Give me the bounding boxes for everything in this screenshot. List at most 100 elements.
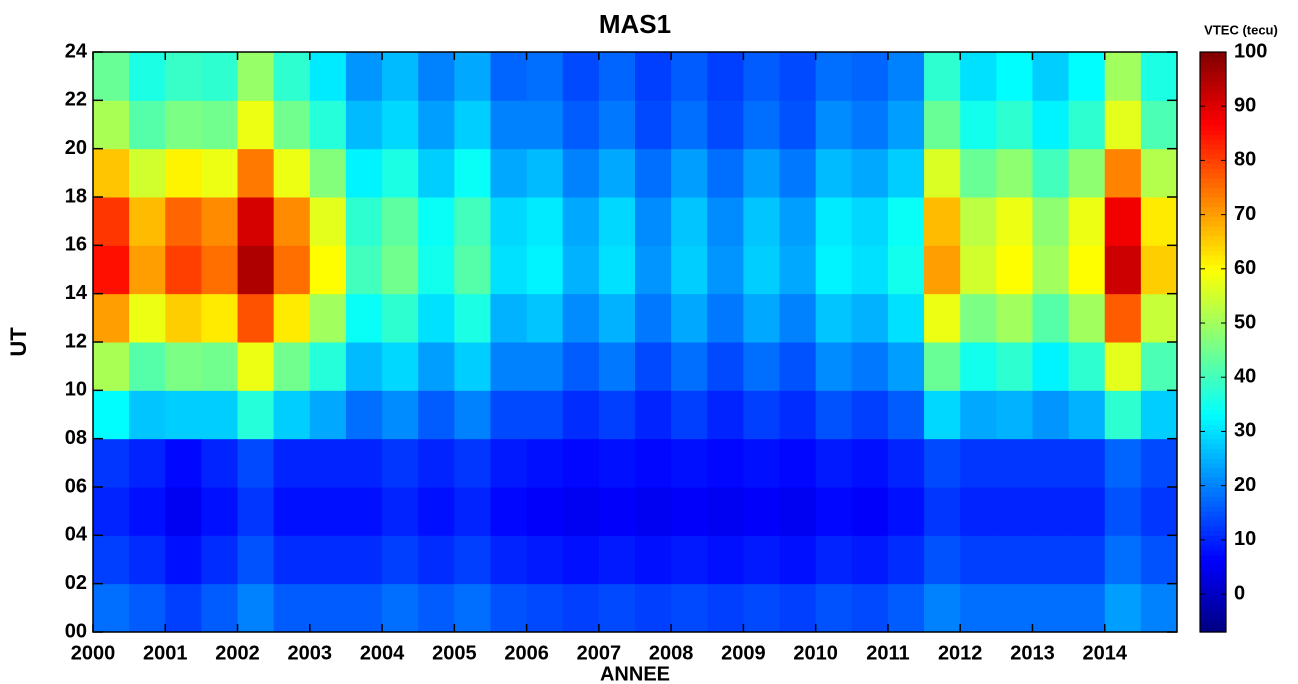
heatmap-cell bbox=[815, 148, 853, 198]
heatmap-cell bbox=[93, 438, 130, 488]
heatmap-cell bbox=[418, 52, 455, 101]
x-tick-label: 2007 bbox=[577, 642, 622, 664]
heatmap-cell bbox=[93, 390, 130, 440]
y-tick-label: 04 bbox=[65, 524, 88, 546]
heatmap-cell bbox=[743, 535, 781, 585]
x-tick-label: 2002 bbox=[215, 642, 260, 664]
heatmap-cell bbox=[1104, 293, 1142, 343]
heatmap-cell bbox=[490, 583, 528, 633]
heatmap-cell bbox=[851, 535, 889, 585]
colorbar-step bbox=[1200, 554, 1226, 561]
heatmap-cell bbox=[779, 245, 817, 295]
colorbar-step bbox=[1200, 535, 1226, 541]
heatmap-cell bbox=[887, 245, 925, 295]
heatmap-cell bbox=[237, 487, 275, 536]
heatmap-cell bbox=[598, 197, 636, 246]
colorbar-tick-label: 40 bbox=[1234, 366, 1256, 388]
heatmap-cell bbox=[598, 245, 636, 295]
heatmap-cell bbox=[1068, 245, 1106, 295]
heatmap-cell bbox=[887, 148, 925, 198]
heatmap-cell bbox=[382, 487, 419, 536]
colorbar-step bbox=[1200, 134, 1226, 140]
heatmap-cell bbox=[996, 293, 1033, 343]
colorbar-step bbox=[1200, 622, 1226, 628]
heatmap-cell bbox=[309, 535, 347, 585]
heatmap-cell bbox=[887, 342, 925, 391]
heatmap-cell bbox=[779, 390, 817, 440]
heatmap-cell bbox=[707, 148, 744, 198]
colorbar-tick-label: 60 bbox=[1234, 257, 1256, 279]
heatmap-cell bbox=[201, 245, 239, 295]
heatmap-cell bbox=[851, 100, 889, 150]
heatmap-cell bbox=[960, 148, 997, 198]
heatmap-cell bbox=[1104, 342, 1142, 391]
heatmap-cell bbox=[165, 535, 202, 585]
heatmap-cell bbox=[454, 197, 491, 246]
heatmap-cell bbox=[93, 487, 130, 536]
colorbar-step bbox=[1200, 85, 1226, 92]
colorbar-step bbox=[1200, 163, 1226, 169]
colorbar-step bbox=[1200, 530, 1226, 536]
heatmap-cell bbox=[345, 535, 383, 585]
heatmap-cell bbox=[924, 245, 961, 295]
heatmap-cell bbox=[671, 438, 708, 488]
heatmap-cell bbox=[598, 390, 636, 440]
colorbar-step bbox=[1200, 496, 1226, 503]
heatmap-cell bbox=[960, 342, 997, 391]
heatmap-cell bbox=[1104, 535, 1142, 585]
colorbar-tick-label: 20 bbox=[1234, 474, 1256, 496]
heatmap-cell bbox=[526, 342, 564, 391]
heatmap-cell bbox=[165, 148, 202, 198]
heatmap-cell bbox=[345, 100, 383, 150]
heatmap-cell bbox=[201, 100, 239, 150]
heatmap-cell bbox=[743, 197, 781, 246]
colorbar-step bbox=[1200, 520, 1226, 527]
heatmap-cell bbox=[779, 148, 817, 198]
colorbar-step bbox=[1200, 371, 1226, 377]
y-tick-label: 14 bbox=[65, 282, 88, 304]
colorbar-step bbox=[1200, 443, 1226, 449]
heatmap-cell bbox=[707, 583, 744, 633]
heatmap-cell bbox=[635, 438, 672, 488]
colorbar-step bbox=[1200, 327, 1226, 333]
colorbar-step bbox=[1200, 356, 1226, 362]
heatmap-cell bbox=[562, 148, 600, 198]
colorbar-step bbox=[1200, 361, 1226, 367]
heatmap-cell bbox=[382, 535, 419, 585]
heatmap-cell bbox=[1032, 52, 1070, 101]
heatmap-cell bbox=[273, 245, 311, 295]
heatmap-cell bbox=[165, 390, 202, 440]
heatmap-cell bbox=[671, 535, 708, 585]
heatmap-cell bbox=[273, 293, 311, 343]
heatmap-cell bbox=[454, 293, 491, 343]
heatmap-cell bbox=[382, 342, 419, 391]
heatmap-cell bbox=[129, 487, 166, 536]
heatmap-cell bbox=[562, 52, 600, 101]
heatmap-cell bbox=[562, 293, 600, 343]
heatmap-cell bbox=[129, 535, 166, 585]
heatmap-cell bbox=[887, 293, 925, 343]
x-tick-label: 2004 bbox=[360, 642, 405, 664]
y-tick-label: 16 bbox=[65, 234, 87, 256]
colorbar-step bbox=[1200, 284, 1226, 290]
heatmap-cell bbox=[165, 438, 202, 488]
heatmap-cell bbox=[960, 245, 997, 295]
heatmap-cell bbox=[129, 390, 166, 440]
heatmap-cell bbox=[635, 245, 672, 295]
heatmap-cell bbox=[382, 438, 419, 488]
colorbar-step bbox=[1200, 438, 1226, 445]
colorbar-step bbox=[1200, 245, 1226, 251]
heatmap-cell bbox=[1068, 342, 1106, 391]
colorbar-step bbox=[1200, 110, 1226, 116]
heatmap-cell bbox=[635, 52, 672, 101]
heatmap-cell bbox=[490, 52, 528, 101]
heatmap-cell bbox=[309, 438, 347, 488]
colorbar-step bbox=[1200, 259, 1226, 266]
heatmap-cell bbox=[237, 390, 275, 440]
heatmap-cell bbox=[273, 197, 311, 246]
x-axis-label: ANNEE bbox=[600, 663, 670, 684]
colorbar-step bbox=[1200, 172, 1226, 179]
colorbar-tick-label: 80 bbox=[1234, 149, 1256, 171]
colorbar-step bbox=[1200, 100, 1226, 106]
colorbar-step bbox=[1200, 168, 1226, 174]
